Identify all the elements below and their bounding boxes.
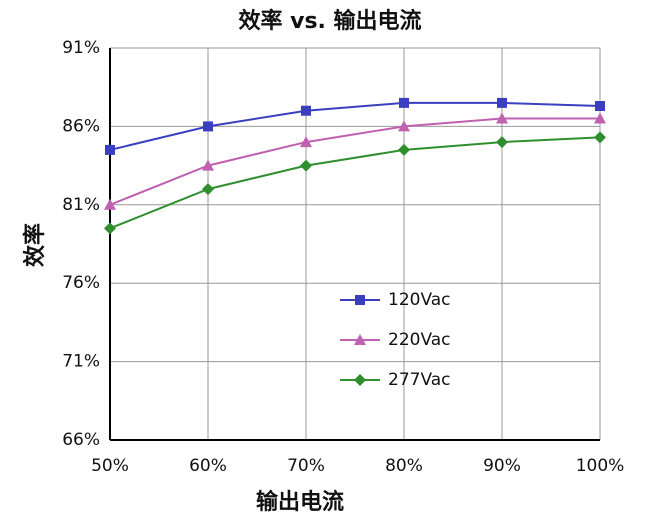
- marker: [496, 112, 508, 124]
- x-axis-title: 输出电流: [256, 489, 344, 515]
- x-tick-label: 80%: [385, 456, 423, 476]
- marker: [497, 97, 507, 108]
- series-line: [109, 136, 601, 230]
- marker: [399, 97, 409, 108]
- x-tick-label: 50%: [91, 456, 129, 476]
- marker: [594, 131, 606, 144]
- legend-label: 220Vac: [388, 330, 451, 350]
- y-tick-label: 71%: [62, 352, 100, 372]
- marker: [398, 143, 410, 156]
- x-tick-label: 70%: [287, 456, 325, 476]
- y-axis-title: 效率: [22, 223, 48, 267]
- series-line: [109, 101, 601, 151]
- marker: [301, 105, 311, 116]
- series-line: [109, 117, 600, 206]
- x-tick-label: 60%: [189, 456, 227, 476]
- marker: [104, 198, 116, 210]
- marker: [203, 121, 213, 132]
- legend-label: 277Vac: [388, 370, 451, 390]
- y-tick-label: 76%: [62, 273, 100, 293]
- marker: [398, 120, 410, 132]
- chart-title: 效率 vs. 输出电流: [238, 8, 421, 34]
- marker: [594, 112, 606, 124]
- marker: [595, 101, 605, 112]
- marker: [496, 136, 508, 149]
- marker: [202, 159, 214, 171]
- y-tick-label: 86%: [62, 116, 100, 136]
- marker: [104, 222, 116, 235]
- marker: [300, 136, 312, 148]
- marker: [202, 183, 214, 196]
- marker: [354, 374, 366, 386]
- marker: [355, 295, 365, 305]
- y-tick-label: 81%: [62, 195, 100, 215]
- marker: [300, 159, 312, 172]
- y-tick-label: 91%: [62, 38, 100, 58]
- legend-label: 120Vac: [388, 290, 451, 310]
- marker: [354, 334, 366, 345]
- y-tick-label: 66%: [62, 430, 100, 450]
- marker: [105, 144, 115, 155]
- x-tick-label: 90%: [483, 456, 521, 476]
- x-tick-label: 100%: [576, 456, 625, 476]
